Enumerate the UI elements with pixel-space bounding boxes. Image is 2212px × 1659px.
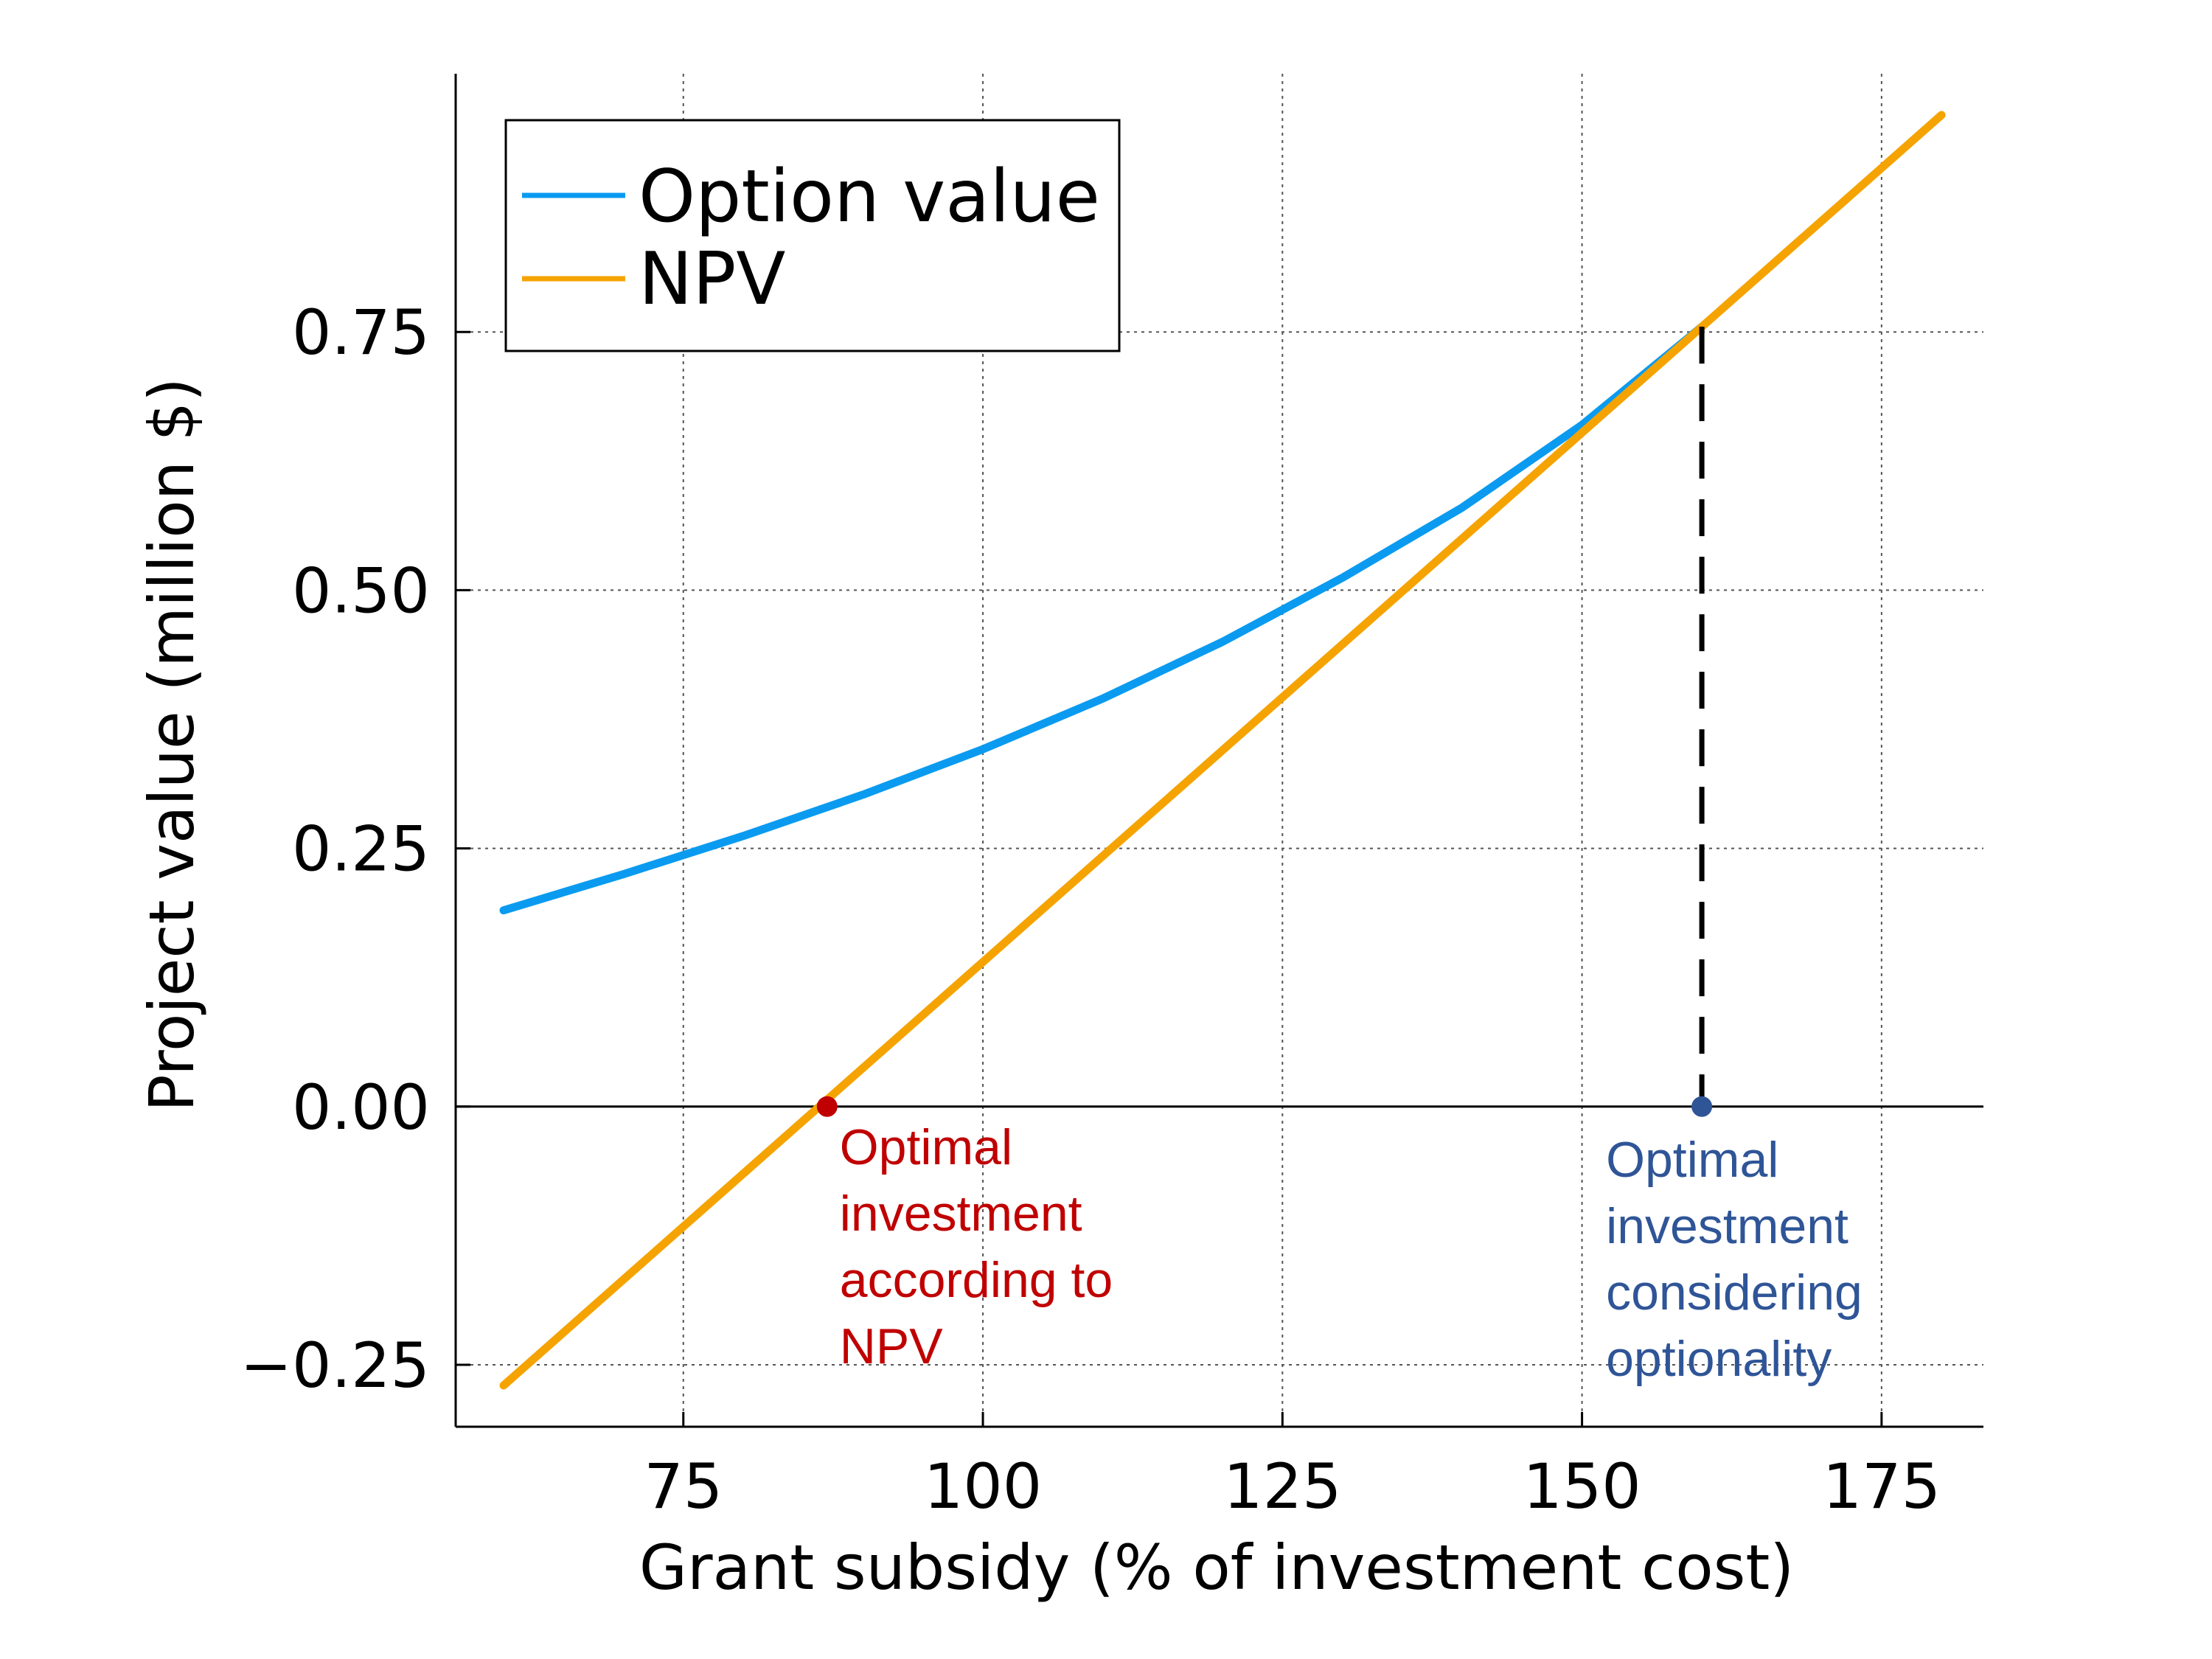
optionality-annotation-line: investment	[1606, 1198, 1848, 1254]
x-tick-label: 150	[1523, 1450, 1641, 1523]
x-axis-title: Grant subsidy (% of investment cost)	[639, 1531, 1794, 1604]
annotations: Optimal investment according to NPV Optimal i…	[840, 1119, 1863, 1387]
y-tick-label: 0.50	[292, 554, 430, 627]
y-tick-label: −0.25	[240, 1329, 430, 1402]
npv-annotation-line: NPV	[840, 1318, 943, 1374]
y-tick-label: 0.00	[292, 1071, 430, 1144]
x-tick-label: 125	[1223, 1450, 1341, 1523]
npv-annotation-line: Optimal	[840, 1119, 1012, 1175]
npv-annotation-line: investment	[840, 1186, 1082, 1242]
series-line-option-value	[499, 322, 1706, 915]
legend-label-option-value: Option value	[639, 155, 1100, 239]
optionality-annotation-line: considering	[1606, 1265, 1863, 1321]
x-tick-label: 75	[644, 1450, 723, 1523]
option-optimal-point	[1691, 1096, 1713, 1117]
x-tick-label: 175	[1823, 1450, 1941, 1523]
optionality-annotation-line: Optimal	[1606, 1132, 1778, 1188]
y-tick-label: 0.75	[292, 296, 430, 369]
points	[816, 1096, 1713, 1117]
y-tick-label: 0.25	[292, 813, 430, 886]
npv-optimal-point	[816, 1096, 838, 1117]
y-axis-title: Project value (million $)	[136, 378, 208, 1112]
x-ticks: 75 100 125 150 175	[644, 1412, 1941, 1523]
npv-annotation-line: according to	[840, 1252, 1113, 1308]
y-ticks: −0.25 0.00 0.25 0.50 0.75	[240, 296, 470, 1402]
legend-box	[504, 119, 1121, 352]
x-tick-label: 100	[924, 1450, 1042, 1523]
legend: Option value NPV	[504, 119, 1121, 352]
optionality-annotation-line: optionality	[1606, 1331, 1832, 1387]
legend-label-npv: NPV	[639, 237, 785, 321]
axes-frame	[454, 74, 1983, 1428]
